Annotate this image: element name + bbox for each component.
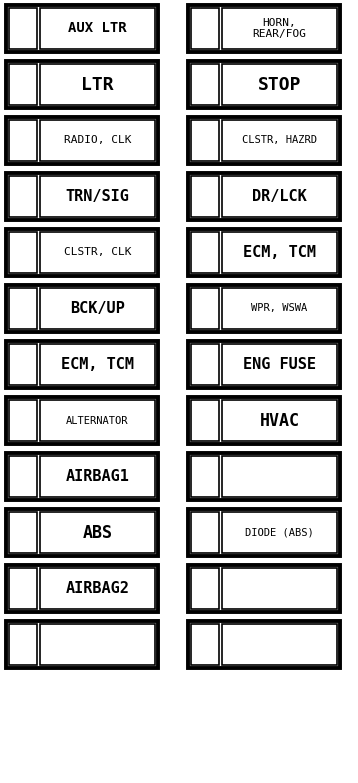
Bar: [6, 565, 158, 612]
Bar: [222, 568, 337, 609]
Bar: [6, 5, 158, 52]
Bar: [40, 624, 155, 665]
Text: ECM, TCM: ECM, TCM: [61, 357, 134, 372]
Text: DR/LCK: DR/LCK: [252, 189, 307, 204]
Bar: [191, 232, 219, 273]
Bar: [9, 64, 37, 105]
Text: AIRBAG1: AIRBAG1: [66, 469, 130, 484]
Text: HORN,
REAR/FOG: HORN, REAR/FOG: [252, 18, 306, 39]
Bar: [6, 621, 158, 668]
Bar: [222, 512, 337, 553]
Bar: [40, 64, 155, 105]
Bar: [9, 344, 37, 385]
Bar: [222, 64, 337, 105]
Bar: [191, 512, 219, 553]
Bar: [188, 229, 340, 276]
Bar: [222, 232, 337, 273]
Bar: [222, 400, 337, 441]
Bar: [191, 176, 219, 217]
Text: AIRBAG2: AIRBAG2: [66, 581, 130, 596]
Bar: [222, 456, 337, 497]
Bar: [188, 173, 340, 220]
Bar: [40, 232, 155, 273]
Bar: [6, 229, 158, 276]
Text: AUX LTR: AUX LTR: [68, 21, 127, 35]
Text: STOP: STOP: [258, 75, 301, 93]
Bar: [9, 8, 37, 49]
Bar: [188, 621, 340, 668]
Bar: [40, 568, 155, 609]
Bar: [40, 344, 155, 385]
Bar: [191, 624, 219, 665]
Bar: [222, 8, 337, 49]
Bar: [9, 120, 37, 161]
Bar: [6, 285, 158, 332]
Bar: [9, 176, 37, 217]
Bar: [188, 341, 340, 388]
Bar: [40, 512, 155, 553]
Bar: [222, 344, 337, 385]
Bar: [188, 285, 340, 332]
Bar: [191, 344, 219, 385]
Bar: [191, 400, 219, 441]
Bar: [222, 120, 337, 161]
Bar: [188, 117, 340, 164]
Bar: [40, 288, 155, 329]
Bar: [40, 120, 155, 161]
Bar: [9, 400, 37, 441]
Text: DIODE (ABS): DIODE (ABS): [245, 528, 314, 537]
Bar: [6, 117, 158, 164]
Bar: [191, 288, 219, 329]
Bar: [188, 509, 340, 556]
Bar: [6, 453, 158, 500]
Bar: [6, 61, 158, 108]
Text: BCK/UP: BCK/UP: [70, 301, 125, 316]
Bar: [40, 176, 155, 217]
Bar: [9, 232, 37, 273]
Text: CLSTR, HAZRD: CLSTR, HAZRD: [242, 135, 317, 146]
Text: WPR, WSWA: WPR, WSWA: [251, 304, 308, 313]
Bar: [188, 61, 340, 108]
Bar: [222, 176, 337, 217]
Bar: [40, 8, 155, 49]
Text: ALTERNATOR: ALTERNATOR: [66, 416, 129, 425]
Bar: [188, 453, 340, 500]
Bar: [191, 568, 219, 609]
Text: LTR: LTR: [81, 75, 114, 93]
Bar: [6, 341, 158, 388]
Bar: [6, 173, 158, 220]
Bar: [191, 456, 219, 497]
Bar: [40, 456, 155, 497]
Bar: [191, 120, 219, 161]
Bar: [188, 5, 340, 52]
Bar: [6, 509, 158, 556]
Bar: [222, 624, 337, 665]
Text: TRN/SIG: TRN/SIG: [66, 189, 130, 204]
Bar: [188, 397, 340, 444]
Text: ECM, TCM: ECM, TCM: [243, 245, 316, 260]
Bar: [9, 568, 37, 609]
Bar: [9, 288, 37, 329]
Text: CLSTR, CLK: CLSTR, CLK: [64, 247, 131, 258]
Bar: [9, 624, 37, 665]
Text: ABS: ABS: [82, 524, 112, 542]
Bar: [40, 400, 155, 441]
Bar: [191, 64, 219, 105]
Bar: [188, 565, 340, 612]
Text: HVAC: HVAC: [260, 412, 300, 430]
Text: ENG FUSE: ENG FUSE: [243, 357, 316, 372]
Text: RADIO, CLK: RADIO, CLK: [64, 135, 131, 146]
Bar: [222, 288, 337, 329]
Bar: [6, 397, 158, 444]
Bar: [9, 456, 37, 497]
Bar: [9, 512, 37, 553]
Bar: [191, 8, 219, 49]
